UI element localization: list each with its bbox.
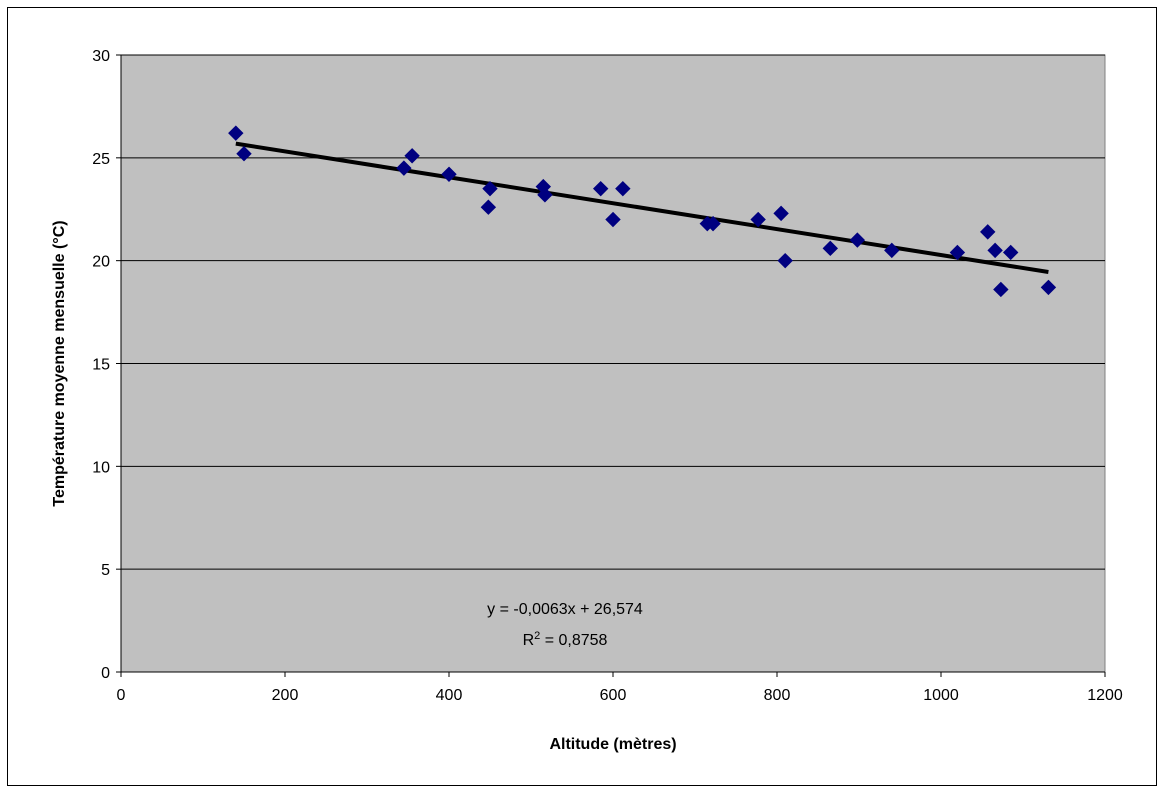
y-tick-label: 10 xyxy=(92,459,110,476)
x-tick-label: 0 xyxy=(117,687,126,704)
y-tick-label: 25 xyxy=(92,151,110,168)
data-point xyxy=(949,244,966,261)
data-point xyxy=(705,215,721,232)
data-point xyxy=(993,281,1009,298)
data-point xyxy=(615,180,631,197)
r-squared-prefix: R xyxy=(523,632,535,649)
r-squared-sup: 2 xyxy=(534,630,540,642)
data-point xyxy=(884,242,900,259)
data-point xyxy=(480,199,497,215)
grid-lines xyxy=(121,54,1105,570)
data-point xyxy=(592,180,609,197)
y-tick-label: 0 xyxy=(101,665,110,682)
data-point xyxy=(228,125,244,141)
data-point xyxy=(441,166,457,182)
trendline-equation: y = -0,0063x + 26,574 xyxy=(487,601,643,618)
data-point xyxy=(537,187,553,203)
data-point xyxy=(750,211,766,228)
y-tick-label: 30 xyxy=(92,48,110,65)
data-point xyxy=(987,242,1003,259)
x-tick-label: 1200 xyxy=(1087,687,1123,704)
data-point xyxy=(605,211,621,228)
y-tick-label: 20 xyxy=(92,254,110,271)
x-tick-label: 600 xyxy=(600,687,627,704)
data-points xyxy=(228,125,1057,298)
data-point xyxy=(482,180,498,197)
data-point xyxy=(777,252,793,269)
x-axis: 0 200 400 600 800 1000 1200 xyxy=(117,671,1123,704)
r-squared-label: R2 = 0,8758 xyxy=(523,630,608,649)
x-axis-title: Altitude (mètres) xyxy=(549,736,676,753)
data-point xyxy=(773,205,789,222)
data-point xyxy=(1002,244,1019,261)
data-point xyxy=(822,240,839,257)
data-point xyxy=(396,160,412,176)
x-tick-label: 400 xyxy=(436,687,463,704)
data-point xyxy=(1040,279,1057,296)
y-axis: 0 5 10 15 20 25 30 xyxy=(92,48,122,682)
r-squared-value: = 0,8758 xyxy=(540,632,607,649)
x-tick-label: 200 xyxy=(272,687,299,704)
y-axis-title: Température moyenne mensuelle (°C) xyxy=(51,220,68,506)
y-tick-label: 5 xyxy=(101,562,110,579)
data-point xyxy=(980,224,996,240)
data-point xyxy=(404,148,420,164)
y-tick-label: 15 xyxy=(92,357,110,374)
data-point xyxy=(849,232,866,248)
data-point xyxy=(236,146,252,162)
x-tick-label: 1000 xyxy=(923,687,959,704)
x-tick-label: 800 xyxy=(764,687,791,704)
trendline xyxy=(235,141,1049,274)
